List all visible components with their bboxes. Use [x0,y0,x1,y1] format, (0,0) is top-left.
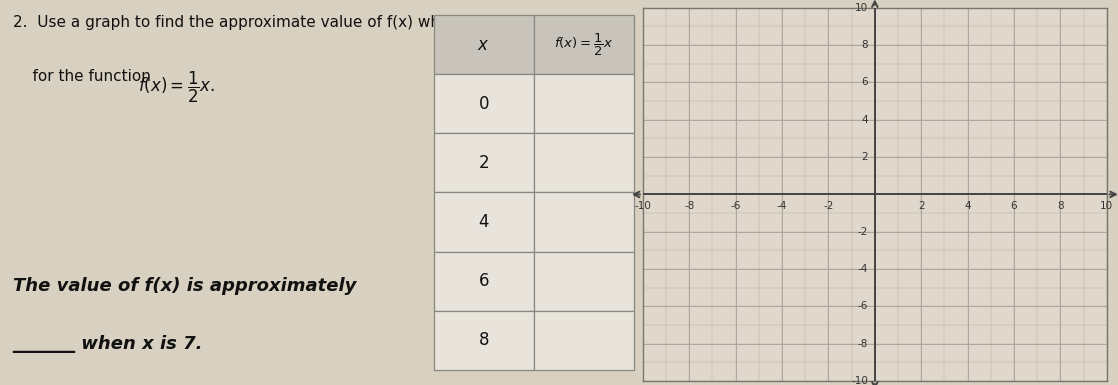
Bar [434,15,534,74]
Text: $f(x) = \dfrac{1}{2}x$: $f(x) = \dfrac{1}{2}x$ [555,32,614,58]
Bar [534,15,634,74]
Text: 2: 2 [861,152,868,162]
Bar [434,134,534,192]
Bar [534,134,634,192]
Bar [534,311,634,370]
Text: 4: 4 [965,201,970,211]
Text: _______ when x is 7.: _______ when x is 7. [12,335,203,353]
Text: 6: 6 [861,77,868,87]
Text: 8: 8 [479,331,489,349]
Text: 2.  Use a graph to find the approximate value of f(x) when x = 7: 2. Use a graph to find the approximate v… [12,15,504,30]
Text: $f(x) = \dfrac{1}{2}x.$: $f(x) = \dfrac{1}{2}x.$ [138,69,215,104]
Bar [434,251,534,311]
Bar [434,74,534,134]
Text: -10: -10 [634,201,652,211]
Text: -4: -4 [777,201,787,211]
Text: -6: -6 [730,201,741,211]
Text: 2: 2 [479,154,489,172]
Text: 2: 2 [918,201,925,211]
Text: 10: 10 [855,3,868,13]
Text: -2: -2 [858,227,868,237]
Text: 8: 8 [861,40,868,50]
Text: -8: -8 [858,339,868,349]
Bar [534,192,634,251]
Bar [434,192,534,251]
Text: The value of f(x) is approximately: The value of f(x) is approximately [12,277,356,295]
Text: 4: 4 [861,115,868,125]
Text: -4: -4 [858,264,868,274]
Text: 4: 4 [479,213,489,231]
Bar [534,74,634,134]
Text: -2: -2 [823,201,834,211]
Bar [534,251,634,311]
Text: for the function: for the function [12,69,155,84]
Text: 6: 6 [1011,201,1017,211]
Text: 0: 0 [479,95,489,113]
Text: $x$: $x$ [477,36,490,54]
Text: 6: 6 [479,272,489,290]
Bar [434,311,534,370]
Text: 10: 10 [1100,201,1114,211]
Text: 8: 8 [1058,201,1063,211]
Text: -8: -8 [684,201,694,211]
Text: -6: -6 [858,301,868,311]
Text: -10: -10 [851,376,868,385]
